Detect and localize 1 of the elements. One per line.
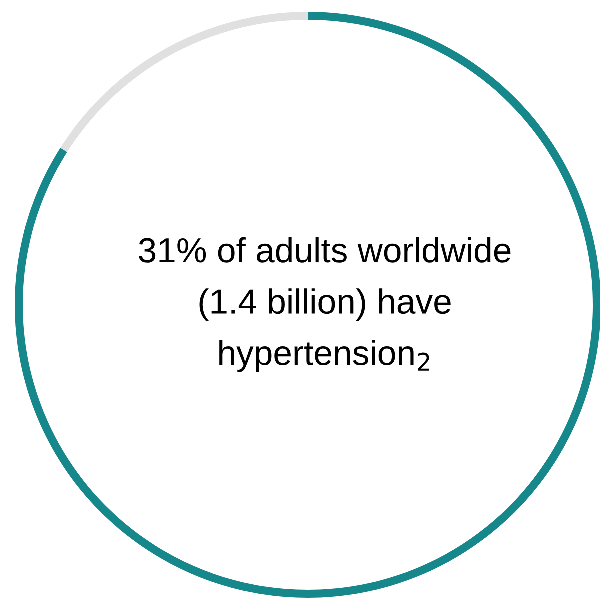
text: 31% of adults worldwide (1.4 billion) have hypertension$_{2}$ [139,237,511,372]
